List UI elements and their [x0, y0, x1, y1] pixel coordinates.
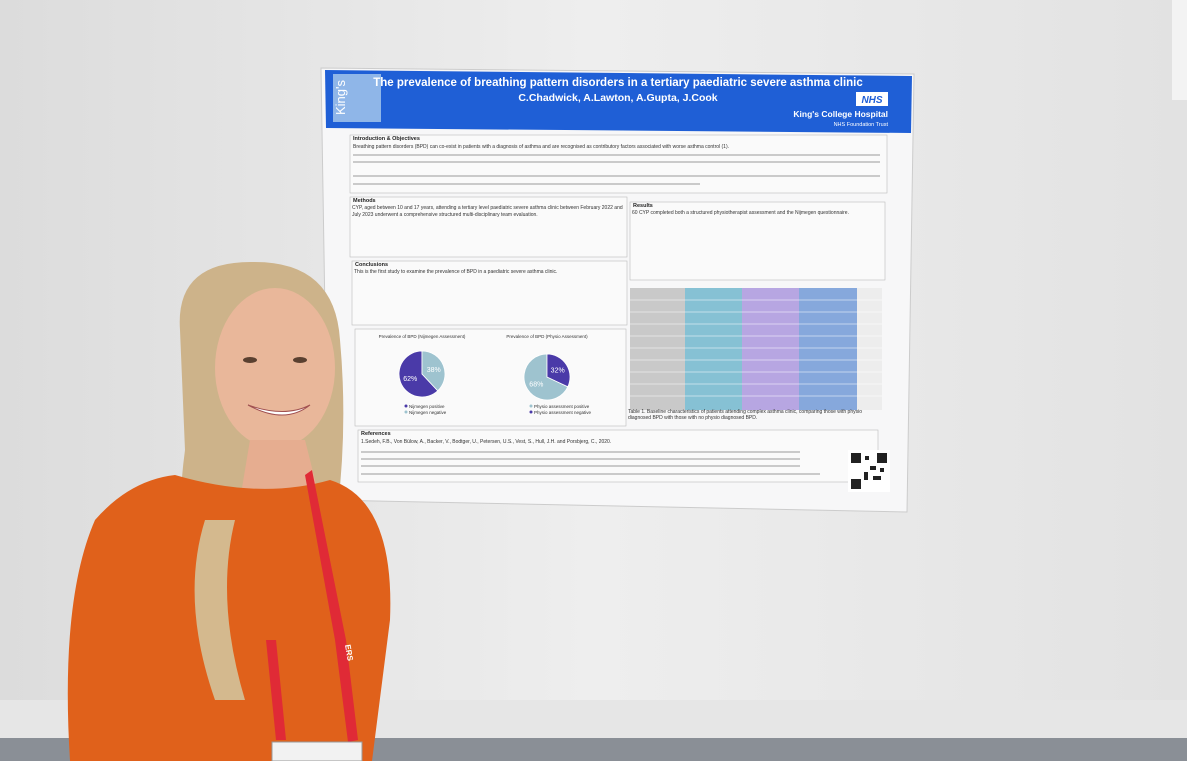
smile: [247, 404, 311, 416]
pie-slice: [421, 350, 446, 392]
eye: [293, 357, 307, 363]
pie-slice: [523, 353, 569, 401]
lanyard-text: ERS: [343, 644, 355, 662]
poster: King's The prevalence of breathing patte…: [320, 67, 915, 513]
section-heading: References: [361, 431, 391, 437]
text-lines: [361, 451, 820, 475]
section-body: 60 CYP completed both a structured physi…: [632, 210, 849, 216]
nhs-logo: NHS: [861, 95, 882, 106]
person: ERS: [67, 261, 391, 761]
logo-text: King's: [333, 79, 348, 115]
neck: [240, 440, 320, 500]
orange-top: [67, 475, 391, 761]
poster-header: [325, 70, 912, 133]
section-text: This is the first study to examine the p…: [354, 269, 558, 275]
section-heading: Results: [633, 203, 653, 209]
logo-box: [333, 74, 381, 122]
table-column: [685, 288, 742, 410]
section-body: CYP, aged between 10 and 17 years, atten…: [352, 205, 623, 218]
section-box: [629, 201, 886, 281]
hospital-name: King's College Hospital: [793, 109, 888, 119]
badge: [271, 741, 363, 761]
legend-swatch: [404, 410, 408, 414]
section-box: [349, 196, 628, 258]
poster-authors: C.Chadwick, A.Lawton, A.Gupta, J.Cook: [518, 92, 717, 104]
trust-name: NHS Foundation Trust: [834, 122, 889, 128]
results-table: Table 1. Baseline characteristics of pat…: [628, 288, 882, 421]
legend-swatch: [529, 410, 533, 414]
eye: [243, 357, 257, 363]
table-caption: Table 1. Baseline characteristics of pat…: [628, 409, 863, 421]
slice-label: 38%: [427, 367, 441, 374]
pie-slice: [398, 350, 439, 398]
legend-entry: Physio assessment positive: [534, 404, 590, 409]
section-text: 1.Sedeh, F.B., Von Bülow, A., Backer, V.…: [361, 439, 611, 445]
pie-slice: [546, 353, 571, 388]
lanyard: [305, 470, 358, 742]
chart-box: [354, 328, 627, 427]
slice-label: 62%: [403, 376, 417, 383]
lanyard: [266, 640, 286, 740]
section-box: [351, 260, 628, 326]
section-heading: Methods: [353, 198, 376, 204]
section-text: Breathing pattern disorders (BPD) can co…: [353, 144, 729, 150]
legend-swatch: [529, 404, 533, 408]
section-heading: Introduction & Objectives: [353, 136, 420, 142]
section-heading: Conclusions: [355, 262, 388, 268]
chart-title: Prevalence of BPD (Nijmegen Assessment): [379, 334, 466, 339]
pie-charts: Prevalence of BPD (Nijmegen Assessment) 6…: [379, 334, 592, 415]
table-rules: [630, 299, 882, 397]
section-body: This is the first study to examine the p…: [354, 269, 558, 275]
text-lines: [353, 154, 880, 185]
table-column: [857, 288, 882, 410]
legend-entry: Physio assessment negative: [534, 410, 592, 415]
slice-label: 32%: [551, 368, 565, 375]
legend-entry: Nijmegen positive: [409, 404, 445, 409]
table-column: [799, 288, 857, 410]
section-box: [357, 429, 879, 483]
nhs-box: [856, 92, 888, 106]
qr-pattern: [851, 453, 887, 489]
legend-entry: Nijmegen negative: [409, 410, 447, 415]
table-caption-box: Table 1. Baseline characteristics of pat…: [628, 409, 863, 421]
section-text: CYP, aged between 10 and 17 years, atten…: [352, 205, 623, 218]
panel-edge: [1172, 0, 1187, 100]
poster-title: The prevalence of breathing pattern diso…: [373, 77, 863, 89]
section-box: [349, 134, 888, 194]
table-column: [742, 288, 799, 410]
section-text: 60 CYP completed both a structured physi…: [632, 210, 849, 216]
legend-swatch: [404, 404, 408, 408]
chart-title: Prevalence of BPD (Physio Assessment): [506, 334, 588, 339]
hair-lock: [194, 520, 245, 700]
face: [215, 288, 335, 448]
slice-label: 68%: [529, 381, 543, 388]
